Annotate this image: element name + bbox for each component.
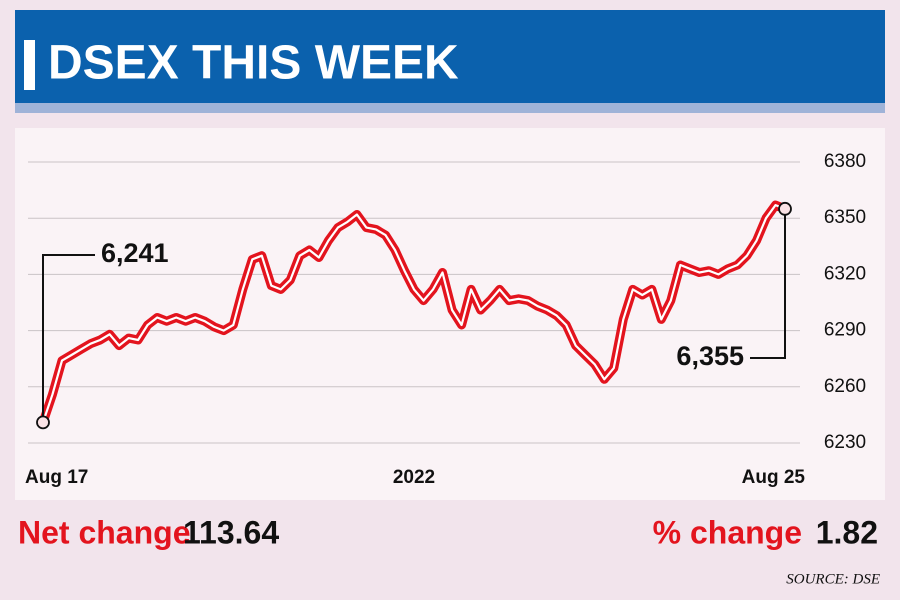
y-tick-label: 6290 xyxy=(824,320,866,341)
y-tick-label: 6230 xyxy=(824,432,866,453)
header-bar xyxy=(15,10,885,103)
end-point xyxy=(778,201,792,216)
callout-line xyxy=(42,254,95,423)
x-tick-label: Aug 17 xyxy=(25,467,88,488)
y-tick-label: 6260 xyxy=(824,376,866,397)
header-stripe xyxy=(15,103,885,113)
stat-label: Net change xyxy=(18,514,190,550)
stat-value: 113.64 xyxy=(183,514,279,550)
end-point xyxy=(36,415,50,430)
x-tick-label: 2022 xyxy=(393,467,435,488)
y-tick-label: 6380 xyxy=(824,151,866,172)
y-tick-label: 6350 xyxy=(824,207,866,228)
x-tick-label: Aug 25 xyxy=(742,467,806,488)
callout-line xyxy=(750,208,786,359)
chart-title: DSEX THIS WEEK xyxy=(48,37,459,90)
data-line-highlight xyxy=(41,204,786,423)
source: SOURCE: DSE xyxy=(786,571,880,587)
stat-value: 1.82 xyxy=(816,514,878,550)
stat-label: % change xyxy=(653,514,802,550)
value-label: 6,241 xyxy=(101,238,169,268)
y-tick-label: 6320 xyxy=(824,263,866,284)
value-label: 6,355 xyxy=(676,341,744,371)
header-accent xyxy=(24,40,35,90)
